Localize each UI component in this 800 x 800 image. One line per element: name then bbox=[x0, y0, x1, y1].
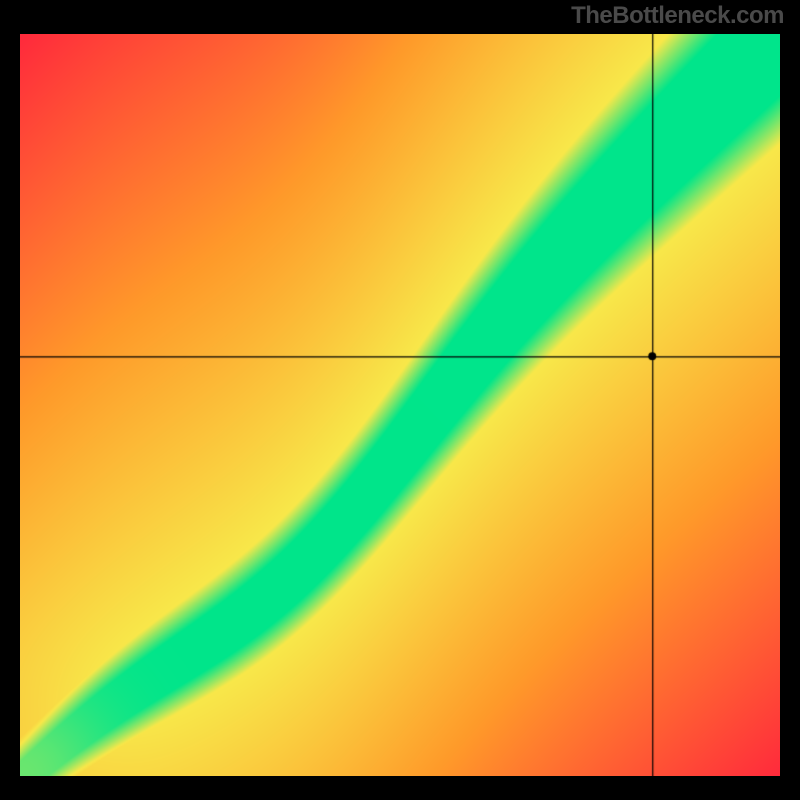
heatmap-canvas bbox=[20, 34, 780, 776]
plot-area bbox=[20, 34, 780, 776]
outer-container: TheBottleneck.com bbox=[0, 0, 800, 800]
watermark-text: TheBottleneck.com bbox=[571, 2, 784, 30]
